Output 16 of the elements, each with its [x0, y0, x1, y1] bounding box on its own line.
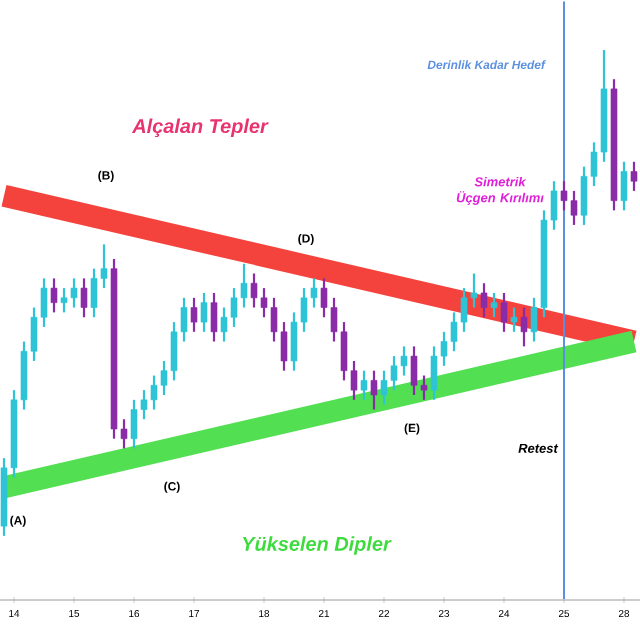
candlestick [80, 277, 88, 319]
candlestick [510, 306, 518, 333]
annotation: Alçalan Tepler [131, 118, 269, 138]
candlestick [50, 277, 58, 314]
candlestick [630, 160, 638, 193]
candlestick [210, 291, 218, 343]
text: Yükselen Dipler [242, 536, 392, 555]
candlestick [360, 369, 368, 401]
candlestick [520, 306, 528, 348]
candlestick [200, 291, 208, 333]
candlestick [480, 282, 488, 319]
candlestick [370, 369, 378, 411]
candlestick [620, 160, 628, 212]
candlestick [190, 296, 198, 333]
candlestick [500, 291, 508, 333]
candlestick [490, 291, 498, 319]
